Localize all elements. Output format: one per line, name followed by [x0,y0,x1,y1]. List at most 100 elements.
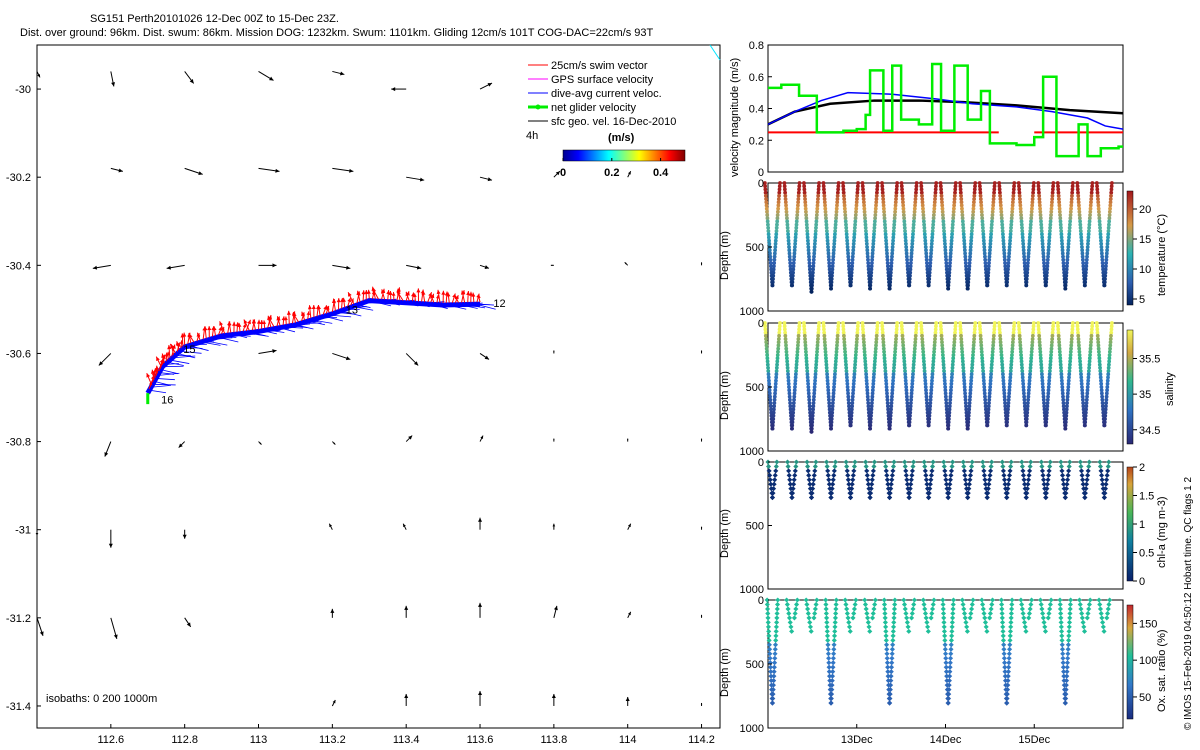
oxygen-point [950,610,956,616]
section-point [948,397,953,402]
section-point [960,359,965,364]
section-point [864,241,869,246]
section-point [965,426,970,431]
swim-vector-head [315,305,320,310]
section-point [767,391,772,396]
section-point [962,245,967,249]
section-point [909,257,914,262]
section-point [875,184,880,189]
chla-point [1039,463,1045,469]
section-point [947,413,952,418]
geo-vector-head [413,361,419,366]
oxygen-point [1057,606,1063,612]
section-point [1107,222,1111,227]
section-point [1107,356,1112,361]
section-point [980,213,984,217]
section-point [864,375,869,380]
chla-point [941,463,947,469]
chla-point [980,459,986,465]
section-point [968,251,973,256]
section-point [863,362,868,367]
section-point [946,277,951,281]
section-point [901,209,906,214]
oxygen-point [1000,633,1006,639]
section-point [1048,362,1053,367]
section-point [978,187,983,192]
section-point [855,197,859,201]
section-point [940,200,944,205]
section-point [1044,410,1049,415]
chla-point [943,477,949,483]
swim-vector [218,326,223,335]
section-point [833,362,838,367]
oxygen-point [850,615,856,621]
section-point [941,365,946,370]
dac-vector [149,389,167,394]
section-point [1027,245,1031,249]
geo-vector [627,611,632,619]
oxygen-point [945,696,952,702]
chla-point [784,459,791,465]
section-point [1109,330,1114,335]
oxygen-point [950,615,956,621]
section-point [1065,251,1070,256]
section-point [971,209,976,214]
section-point [1031,181,1036,185]
section-point [784,353,789,357]
oxygen-point [1079,610,1085,616]
section-point [792,257,796,262]
section-point [944,397,948,402]
section-point [825,232,830,237]
section-point [1080,245,1084,249]
oxygen-point [823,597,829,603]
oxygen-point [1045,615,1051,621]
geo-vector-head [484,265,490,269]
section-point [773,248,777,253]
section-point [833,222,838,227]
section-point [835,203,839,208]
oxygen-point [884,660,890,666]
chla-point [887,495,893,501]
oxygen-point [883,624,889,630]
section-point [1030,193,1035,198]
section-point [775,359,780,364]
section-point [1068,349,1073,354]
section-point [792,397,796,402]
section-point [986,264,991,269]
section-point [1008,375,1013,380]
section-point [860,184,865,189]
section-point [888,417,893,421]
section-point [763,330,768,335]
section-point [905,404,910,409]
chla-point [1026,472,1032,478]
geo-vector-head [118,168,123,173]
section-point [1083,410,1088,415]
section-point [892,356,897,361]
geo-vector-head [349,168,354,173]
section-point [765,216,770,221]
section-point [1108,203,1113,208]
section-point [952,193,957,198]
chla-point [1000,468,1006,474]
geo-vector [700,350,703,354]
section-point [791,264,796,269]
section-point [1039,219,1043,224]
section-point [1031,187,1036,192]
section-point [851,381,856,386]
section-point [1000,369,1005,373]
swim-vector-head [171,344,176,349]
oxygen-colorbar [1126,604,1134,720]
legend-net-label: net glider velocity [551,102,636,114]
section-point [863,222,868,227]
section-point [1010,209,1015,214]
section-point [1087,219,1092,224]
chla-point [843,459,849,465]
section-point [888,413,893,418]
section-point [766,372,771,377]
section-point [1038,216,1043,221]
section-point [1040,385,1045,389]
oxygen-point [772,655,778,661]
section-point [863,359,868,364]
section-point [959,197,964,201]
swim-vector-head [211,326,216,331]
